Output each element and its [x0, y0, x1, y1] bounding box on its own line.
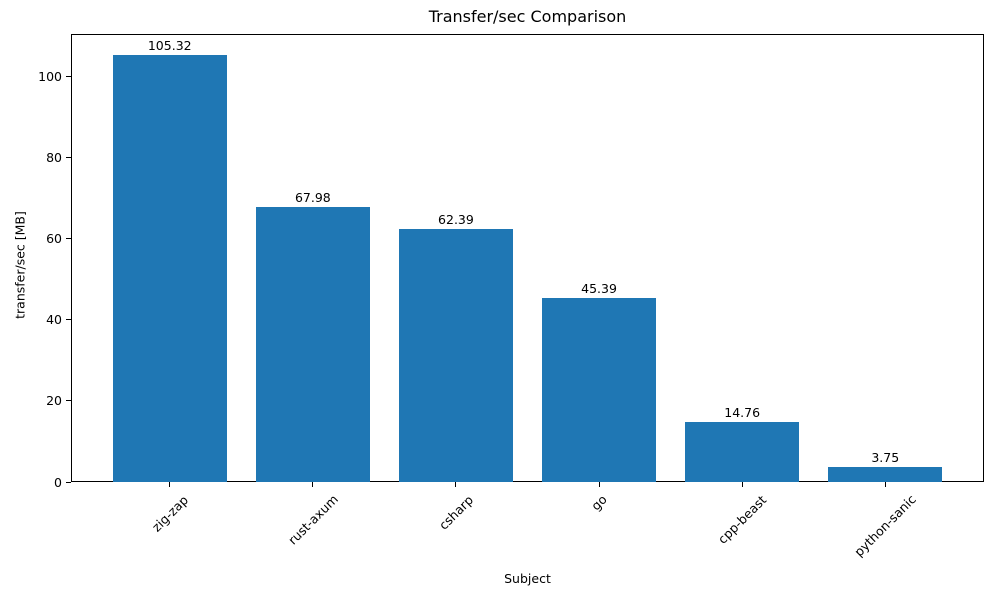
x-tick-mark	[312, 482, 314, 487]
x-axis-label: Subject	[504, 571, 551, 586]
x-tick-label: python-sanic	[851, 492, 920, 560]
bar-python-sanic	[828, 466, 943, 482]
bar-csharp	[398, 229, 514, 482]
y-axis-label: transfer/sec [MB]	[12, 211, 28, 319]
bar-value-label: 3.75	[871, 449, 900, 465]
x-tick-mark	[169, 482, 171, 487]
y-tick-mark	[66, 481, 71, 483]
x-tick-mark	[598, 482, 600, 487]
bar-zig-zap	[112, 55, 227, 482]
bar-go	[541, 298, 657, 482]
y-tick-label: 20	[46, 393, 62, 409]
y-tick-label: 40	[46, 312, 62, 328]
bar-rust-axum	[255, 206, 371, 482]
x-tick-mark	[741, 482, 743, 487]
x-tick-label: go	[588, 492, 610, 514]
x-tick-label: zig-zap	[148, 492, 191, 535]
y-tick-label: 100	[38, 69, 62, 85]
y-tick-mark	[66, 319, 71, 321]
x-tick-mark	[455, 482, 457, 487]
bar-cpp-beast	[684, 422, 800, 482]
x-tick-mark	[884, 482, 886, 487]
y-tick-mark	[66, 157, 71, 159]
x-tick-label: cpp-beast	[714, 492, 770, 547]
x-tick-label: rust-axum	[284, 491, 341, 548]
bar-value-label: 67.98	[294, 189, 331, 205]
x-tick-label: csharp	[435, 491, 477, 533]
bar-value-label: 62.39	[438, 212, 474, 228]
bar-value-label: 14.76	[724, 405, 761, 421]
bar-value-label: 45.39	[581, 281, 617, 297]
y-tick-label: 0	[54, 474, 62, 490]
bar-value-label: 105.32	[147, 38, 192, 54]
y-tick-mark	[66, 400, 71, 402]
y-tick-mark	[66, 76, 71, 78]
chart-title: Transfer/sec Comparison	[428, 7, 627, 26]
y-tick-label: 80	[46, 150, 62, 166]
y-tick-mark	[66, 238, 71, 240]
y-tick-label: 60	[46, 231, 62, 247]
